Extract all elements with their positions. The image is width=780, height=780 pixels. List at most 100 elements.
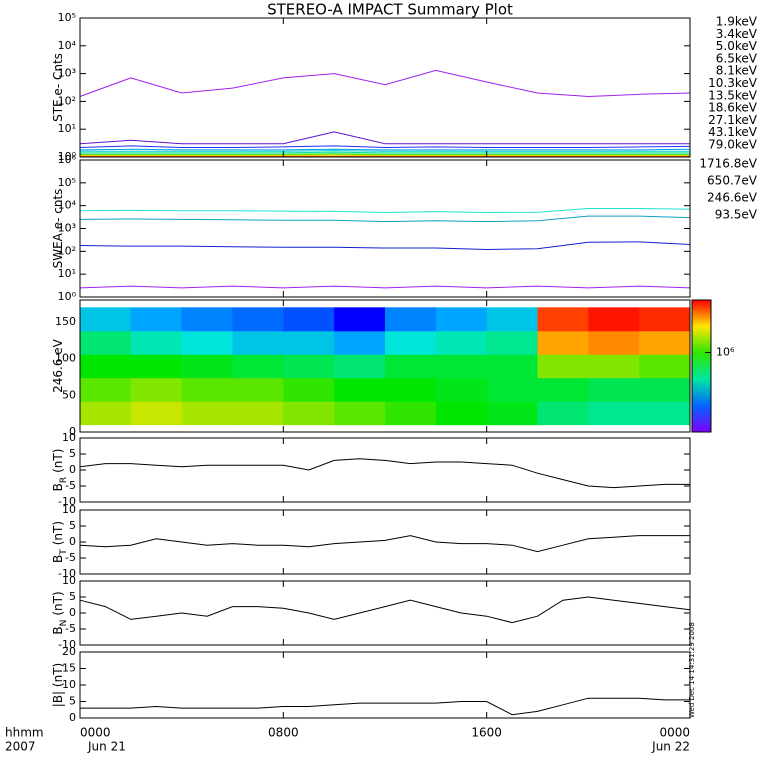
legend-entry: 650.7eV (707, 174, 758, 188)
panel-frame (79, 159, 691, 298)
heatmap-cell (334, 377, 386, 402)
heatmap-cell (130, 377, 183, 402)
heatmap-cell (486, 330, 538, 355)
data-line (79, 69, 691, 98)
y-tick-label: 10⁵ (58, 176, 76, 189)
y-axis-label: BN (nT) (51, 591, 69, 634)
y-tick-label: 0 (69, 463, 76, 476)
y-tick-label: 10¹ (58, 122, 76, 135)
y-tick-label: -5 (65, 551, 76, 564)
y-tick-label: 5 (69, 695, 76, 708)
heatmap-cell (486, 377, 538, 402)
colorbar (691, 299, 712, 433)
heatmap-cell (181, 401, 233, 426)
heatmap-cell (334, 330, 386, 355)
y-tick-label: 10⁴ (58, 39, 77, 52)
y-tick-label: -5 (65, 622, 76, 635)
panel-frame (79, 651, 691, 719)
y-tick-label: 20 (62, 645, 76, 658)
heatmap-cell (80, 330, 132, 355)
heatmap-cell (283, 354, 335, 379)
y-tick-label: 5 (69, 519, 76, 532)
y-tick-label: 10⁰ (58, 290, 77, 303)
data-line (79, 131, 690, 145)
legend-entry: 246.6eV (707, 191, 758, 205)
legend-entry: 1716.8eV (699, 157, 757, 171)
x-tick-label: 1600 (471, 726, 502, 740)
heatmap-cell (486, 307, 538, 332)
heatmap-cell (181, 330, 233, 355)
y-axis-label: BT (nT) (51, 521, 69, 563)
y-tick-label: 10² (58, 244, 76, 257)
heatmap-cell (435, 307, 488, 332)
y-tick-label: -5 (65, 479, 76, 492)
legend-entry: 79.0keV (708, 138, 758, 152)
heatmap-cell (80, 377, 132, 402)
heatmap-cell (588, 330, 640, 355)
y-axis-label: SWEA e- cnts (51, 189, 65, 269)
heatmap-cell (588, 401, 640, 426)
heatmap-cell (130, 401, 183, 426)
data-line (79, 596, 691, 624)
y-tick-label: 150 (55, 315, 76, 328)
panel-frame (79, 17, 691, 158)
y-tick-label: 10⁰ (58, 150, 77, 163)
heatmap-cell (130, 307, 183, 332)
heatmap-cell (639, 401, 691, 426)
legend-entry: 8.1keV (716, 64, 758, 78)
y-axis-label-main: B (51, 555, 65, 563)
heatmap-cell (232, 377, 284, 402)
unit-label: hhmm (5, 726, 44, 740)
y-axis-label-main: SWEA e- cnts (51, 189, 65, 269)
y-tick-label: 10³ (58, 222, 76, 235)
data-line (80, 151, 690, 154)
heatmap-cell (334, 401, 386, 426)
data-line (79, 148, 691, 151)
y-axis-label: STE e- Cnts (51, 53, 65, 122)
x-tick-label: 0000 (659, 726, 690, 740)
legend-entry: 18.6keV (708, 101, 758, 115)
heatmap-cell (232, 330, 284, 355)
y-axis-label-main: |B| (nT) (51, 663, 65, 707)
data-line (80, 153, 690, 155)
heatmap-cell (537, 401, 589, 426)
title: STEREO-A IMPACT Summary Plot (267, 1, 513, 19)
heatmap-cell (385, 377, 437, 402)
data-line (80, 697, 690, 716)
y-tick-label: 10⁴ (58, 199, 77, 212)
y-tick-label: 10 (62, 503, 76, 516)
y-tick-label: 0 (69, 711, 76, 724)
y-tick-label: 10³ (58, 67, 76, 80)
y-axis-label: 246.6 eV (51, 338, 65, 393)
data-line (79, 535, 690, 553)
y-tick-label: 5 (69, 590, 76, 603)
heatmap-cell (486, 401, 538, 426)
y-axis-label-main: B (51, 626, 65, 634)
y-axis-label-unit: (nT) (51, 591, 65, 615)
legend-entry: 5.0keV (716, 39, 758, 53)
date-label: Jun 21 (87, 740, 126, 754)
data-line (79, 208, 691, 214)
heatmap-cell (537, 330, 589, 355)
data-line (79, 145, 691, 149)
heatmap-cell (130, 354, 183, 379)
data-line (80, 154, 690, 156)
y-tick-label: 10⁵ (58, 11, 76, 24)
heatmap-cell (639, 330, 691, 355)
heatmap-cell (435, 354, 488, 379)
heatmap-cell (283, 401, 335, 426)
heatmap-cell (232, 401, 284, 426)
y-tick-label: 10 (62, 574, 76, 587)
y-tick-label: -10 (58, 495, 76, 508)
heatmap-cell (385, 307, 437, 332)
heatmap-cell (588, 354, 640, 379)
heatmap-cell (588, 307, 640, 332)
heatmap-cell (334, 307, 386, 332)
legend-entry: 93.5eV (715, 208, 758, 222)
y-tick-label: 0 (69, 606, 76, 619)
heatmap-cell (181, 377, 233, 402)
heatmap-cell (435, 377, 488, 402)
y-tick-label: 10² (58, 94, 76, 107)
date-label: Jun 22 (651, 740, 690, 754)
